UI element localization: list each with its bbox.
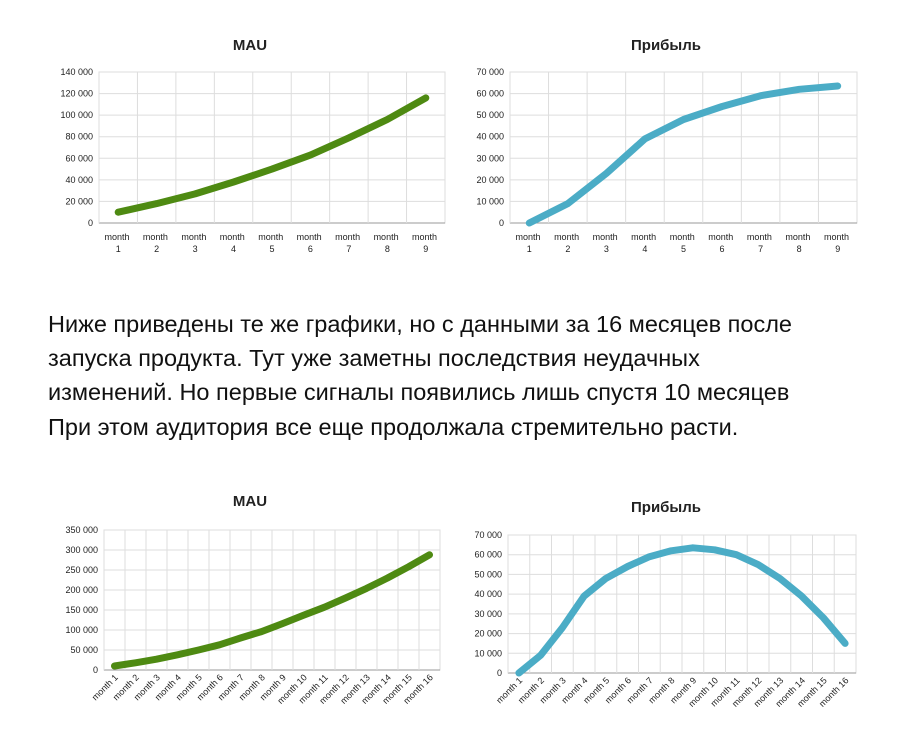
data-line [111, 551, 433, 670]
x-tick-label: month 1 [516, 232, 544, 254]
y-tick-label: 0 [499, 218, 504, 228]
y-tick-label: 50 000 [476, 110, 504, 120]
data-line [114, 94, 430, 216]
chart-title: MAU [233, 493, 267, 510]
x-tick-label: month 4 [220, 232, 248, 254]
y-tick-label: 120 000 [60, 89, 93, 99]
y-tick-label: 40 000 [474, 589, 502, 599]
y-tick-label: 200 000 [65, 585, 98, 595]
y-tick-label: 0 [497, 668, 502, 678]
y-tick-label: 10 000 [474, 648, 502, 658]
plot-area [98, 71, 446, 224]
y-tick-label: 30 000 [474, 609, 502, 619]
y-tick-label: 60 000 [65, 153, 93, 163]
y-tick-label: 60 000 [476, 89, 504, 99]
x-tick-label: month 3 [593, 232, 621, 254]
x-tick-label: month 5 [670, 232, 698, 254]
chart-title: Прибыль [631, 499, 701, 516]
x-tick-label: month 3 [181, 232, 209, 254]
y-tick-label: 70 000 [476, 67, 504, 77]
x-tick-label: month 7 [335, 232, 363, 254]
y-tick-label: 50 000 [70, 645, 98, 655]
y-tick-label: 250 000 [65, 565, 98, 575]
y-tick-label: 10 000 [476, 196, 504, 206]
x-tick-label: month 2 [554, 232, 582, 254]
y-tick-label: 20 000 [476, 175, 504, 185]
paragraph-line: Ниже приведены те же графики, но с данны… [48, 311, 792, 337]
x-tick-label: month 6 [708, 232, 736, 254]
chart-title: MAU [233, 37, 267, 54]
x-tick-label: month 5 [258, 232, 286, 254]
y-tick-label: 140 000 [60, 67, 93, 77]
plot-area [509, 71, 858, 224]
y-tick-label: 20 000 [474, 629, 502, 639]
y-tick-label: 30 000 [476, 153, 504, 163]
x-tick-label: month 8 [374, 232, 402, 254]
x-tick-label: month 6 [297, 232, 325, 254]
paragraph-line: При этом аудитория все еще продолжала ст… [48, 414, 738, 440]
x-tick-label: month 1 [104, 232, 132, 254]
y-tick-label: 300 000 [65, 545, 98, 555]
x-tick-label: month 9 [824, 232, 852, 254]
paragraph-line: запуска продукта. Тут уже заметны послед… [48, 345, 700, 371]
x-tick-label: month 4 [631, 232, 659, 254]
x-tick-label: month 9 [412, 232, 440, 254]
y-tick-label: 0 [88, 218, 93, 228]
chart-title: Прибыль [631, 37, 701, 54]
y-tick-label: 40 000 [65, 175, 93, 185]
y-tick-label: 70 000 [474, 530, 502, 540]
y-tick-label: 100 000 [60, 110, 93, 120]
x-tick-label: month 7 [747, 232, 775, 254]
x-tick-label: month 2 [143, 232, 171, 254]
y-tick-label: 50 000 [474, 569, 502, 579]
x-tick-label: month 8 [785, 232, 813, 254]
paragraph-line: изменений. Но первые сигналы появились л… [48, 379, 789, 405]
y-tick-label: 60 000 [474, 550, 502, 560]
data-line [525, 82, 842, 227]
data-line [515, 544, 849, 677]
y-tick-label: 20 000 [65, 196, 93, 206]
y-tick-label: 80 000 [65, 132, 93, 142]
y-tick-label: 150 000 [65, 605, 98, 615]
y-tick-label: 100 000 [65, 625, 98, 635]
y-tick-label: 0 [93, 665, 98, 675]
y-tick-label: 350 000 [65, 525, 98, 535]
y-tick-label: 40 000 [476, 132, 504, 142]
